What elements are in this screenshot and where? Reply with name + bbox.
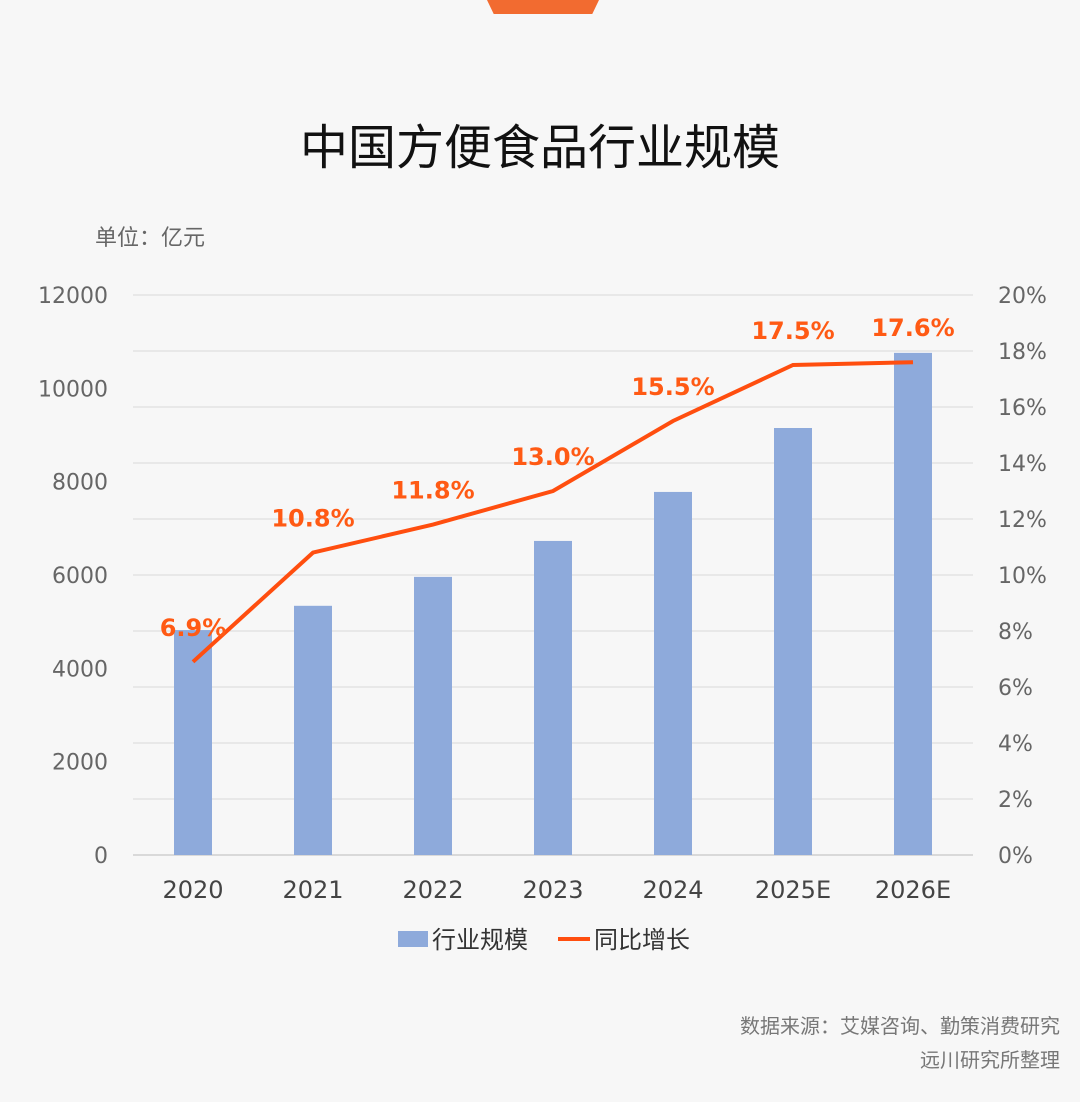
data-label: 13.0% [511, 443, 594, 471]
bar-2021 [294, 605, 332, 855]
unit-label: 单位：亿元 [95, 226, 206, 251]
source-line: 数据来源：艾媒咨询、勤策消费研究 [740, 1014, 1060, 1038]
bar-2026E [894, 352, 932, 855]
bar-2024 [654, 491, 692, 855]
x-tick-label: 2025E [755, 876, 831, 904]
right-tick-label: 8% [998, 620, 1033, 645]
right-tick-label: 2% [998, 788, 1033, 813]
right-tick-label: 20% [998, 284, 1047, 309]
left-tick-label: 0 [94, 844, 108, 869]
x-tick-label: 2022 [402, 876, 463, 904]
left-tick-label: 12000 [38, 284, 108, 309]
data-label: 6.9% [160, 614, 227, 642]
source-credit: 远川研究所整理 [920, 1048, 1060, 1072]
left-tick-label: 8000 [52, 471, 108, 496]
right-tick-label: 18% [998, 340, 1047, 365]
data-label: 11.8% [391, 477, 474, 505]
x-tick-label: 2024 [642, 876, 703, 904]
x-tick-label: 2026E [875, 876, 951, 904]
bar-2020 [174, 630, 212, 855]
left-tick-label: 10000 [38, 377, 108, 402]
right-tick-label: 0% [998, 844, 1033, 869]
right-tick-label: 14% [998, 452, 1047, 477]
chart-title: 中国方便食品行业规模 [299, 120, 780, 176]
left-tick-label: 4000 [52, 657, 108, 682]
x-tick-label: 2021 [282, 876, 343, 904]
data-label: 17.5% [751, 317, 834, 345]
legend-bar-label: 行业规模 [432, 926, 528, 954]
legend-line-label: 同比增长 [594, 926, 690, 954]
right-tick-label: 4% [998, 732, 1033, 757]
data-label: 10.8% [271, 505, 354, 533]
right-tick-label: 10% [998, 564, 1047, 589]
left-tick-label: 6000 [52, 564, 108, 589]
data-label: 15.5% [631, 373, 714, 401]
left-tick-label: 2000 [52, 751, 108, 776]
bar-2022 [414, 576, 452, 855]
bar-2023 [534, 540, 572, 855]
data-label: 17.6% [871, 314, 954, 342]
right-tick-label: 6% [998, 676, 1033, 701]
right-tick-label: 16% [998, 396, 1047, 421]
bar-2025E [774, 428, 812, 855]
legend-bar-swatch [398, 931, 428, 947]
top-accent-tab [487, 0, 599, 14]
x-tick-label: 2020 [162, 876, 223, 904]
x-tick-label: 2023 [522, 876, 583, 904]
right-tick-label: 12% [998, 508, 1047, 533]
